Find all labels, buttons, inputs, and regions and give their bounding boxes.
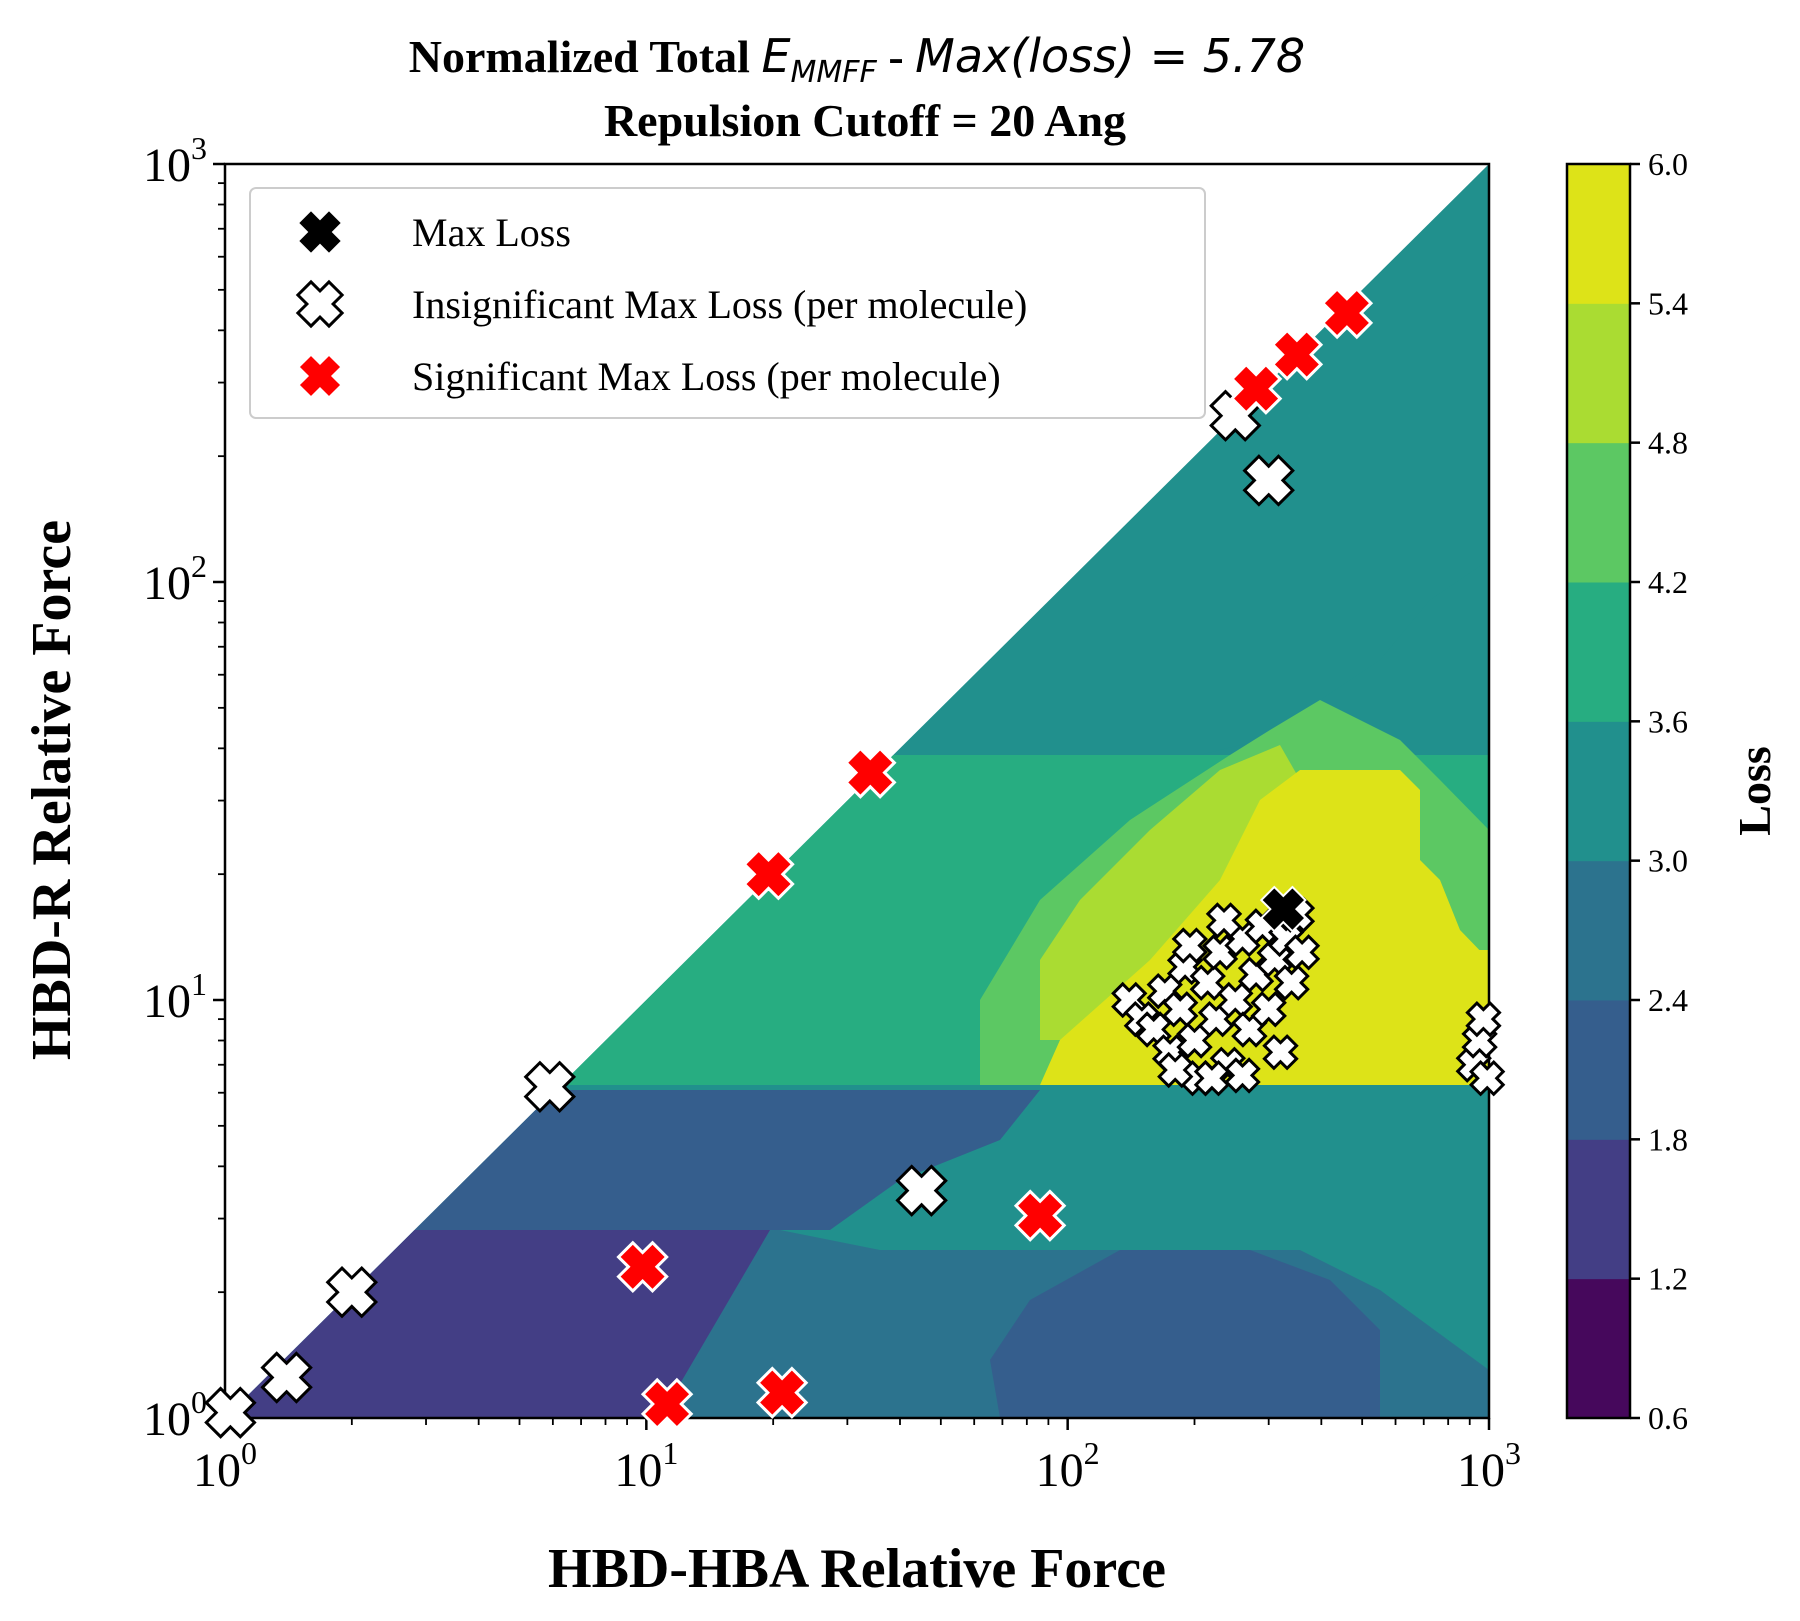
insignificant-marker xyxy=(1250,991,1287,1028)
colorbar-label: Loss xyxy=(1729,746,1780,835)
title-math-expr: Max(loss) = 5.78 xyxy=(915,29,1305,83)
colorbar-tick-label: 4.2 xyxy=(1648,564,1688,600)
y-tick-label: 101 xyxy=(143,966,207,1028)
insignificant-marker xyxy=(523,1060,577,1114)
y-axis-ticks: 100 101 102 103 xyxy=(143,130,225,1446)
insignificant-marker xyxy=(1157,1051,1194,1089)
colorbar-segment xyxy=(1567,1278,1630,1419)
colorbar-frame xyxy=(1565,162,1632,1420)
colorbar-segment xyxy=(1567,1000,1630,1140)
insignificant-marker xyxy=(895,1164,948,1217)
insignificant-marker xyxy=(1193,1059,1231,1097)
chart-title-line2: Repulsion Cutoff = 20 Ang xyxy=(604,95,1126,146)
contour-blob-darkblue xyxy=(990,1250,1380,1418)
colorbar-tick-label: 0.6 xyxy=(1648,1400,1688,1436)
contour-teal-upper xyxy=(1200,560,1489,755)
insignificant-marker xyxy=(1242,454,1295,507)
max-loss-marker xyxy=(1259,885,1307,933)
colorbar-tick-label: 3.0 xyxy=(1648,843,1688,879)
insignificant-marker xyxy=(325,1265,379,1319)
significant-marker xyxy=(742,847,795,901)
title-prefix: Normalized Total xyxy=(409,31,762,82)
colorbar-segment xyxy=(1567,164,1630,304)
scatter-markers xyxy=(204,286,1506,1439)
x-tick-label: 102 xyxy=(1036,1435,1100,1497)
insignificant-marker xyxy=(1162,991,1199,1028)
colorbar-segment xyxy=(1567,303,1630,444)
colorbar-segment xyxy=(1567,1139,1630,1280)
significant-marker xyxy=(1320,286,1374,340)
x-axis-ticks: 100 101 102 103 xyxy=(193,1418,1521,1497)
significant-marker xyxy=(755,1366,809,1419)
significant-marker xyxy=(616,1240,669,1294)
insignificant-marker xyxy=(204,1386,257,1439)
significant-marker xyxy=(1229,362,1283,415)
y-axis-label: HBD-R Relative Force xyxy=(21,520,83,1060)
x-tick-label: 100 xyxy=(193,1435,257,1497)
insignificant-marker xyxy=(260,1351,313,1404)
significant-marker xyxy=(640,1377,694,1431)
insignificant-marker xyxy=(1468,1059,1506,1097)
colorbar-segment xyxy=(1567,721,1630,862)
colorbar-tick-label: 5.4 xyxy=(1648,285,1688,321)
colorbar-tick-label: 6.0 xyxy=(1648,146,1688,182)
insignificant-marker xyxy=(1262,1034,1299,1071)
chart-title-line1: Normalized Total EMMFF - Max(loss) = 5.7… xyxy=(409,29,1305,90)
insignificant-marker xyxy=(1273,964,1310,1001)
insignificant-marker xyxy=(1283,934,1321,971)
legend: Max Loss Insignificant Max Loss (per mole… xyxy=(249,187,1206,419)
legend-marker xyxy=(296,208,344,256)
colorbar-tick-label: 1.8 xyxy=(1648,1121,1688,1157)
legend-label: Significant Max Loss (per molecule) xyxy=(412,354,1001,399)
insignificant-marker xyxy=(1205,902,1243,939)
insignificant-marker xyxy=(1171,927,1209,964)
legend-label: Max Loss xyxy=(412,210,571,255)
significant-marker xyxy=(1013,1189,1067,1242)
colorbar-tick-label: 1.2 xyxy=(1648,1261,1688,1297)
legend-marker xyxy=(295,351,345,401)
colorbar-tick-label: 2.4 xyxy=(1648,982,1688,1018)
insignificant-marker xyxy=(1465,1000,1502,1038)
insignificant-marker xyxy=(1224,1057,1261,1094)
x-axis-label: HBD-HBA Relative Force xyxy=(548,1538,1166,1600)
title-math-E: E xyxy=(761,29,790,83)
legend-marker xyxy=(295,279,345,329)
title-math-sub: MMFF xyxy=(791,55,878,90)
colorbar-tick-label: 3.6 xyxy=(1648,703,1688,739)
colorbar-tick-label: 4.8 xyxy=(1648,425,1688,461)
significant-marker xyxy=(844,746,897,799)
colorbar-segment xyxy=(1567,442,1630,583)
colorbar-segment xyxy=(1567,582,1630,722)
insignificant-marker xyxy=(1176,1022,1213,1059)
y-tick-label: 100 xyxy=(143,1384,207,1446)
significant-marker xyxy=(1270,328,1324,381)
colorbar-segment xyxy=(1567,860,1630,1001)
x-tick-label: 103 xyxy=(1457,1435,1521,1497)
y-tick-label: 103 xyxy=(143,130,207,192)
plot-frame xyxy=(223,162,1491,1420)
title-dash: - xyxy=(877,31,915,82)
insignificant-marker xyxy=(1217,981,1254,1019)
x-tick-label: 101 xyxy=(614,1435,678,1497)
colorbar: 0.6 1.2 1.8 2.4 3.0 3.6 4.2 4.8 5.4 6.0 xyxy=(1565,146,1688,1436)
insignificant-marker xyxy=(1189,964,1226,1001)
legend-box xyxy=(249,187,1206,419)
legend-label: Insignificant Max Loss (per molecule) xyxy=(412,282,1027,327)
y-tick-label: 102 xyxy=(143,548,207,610)
